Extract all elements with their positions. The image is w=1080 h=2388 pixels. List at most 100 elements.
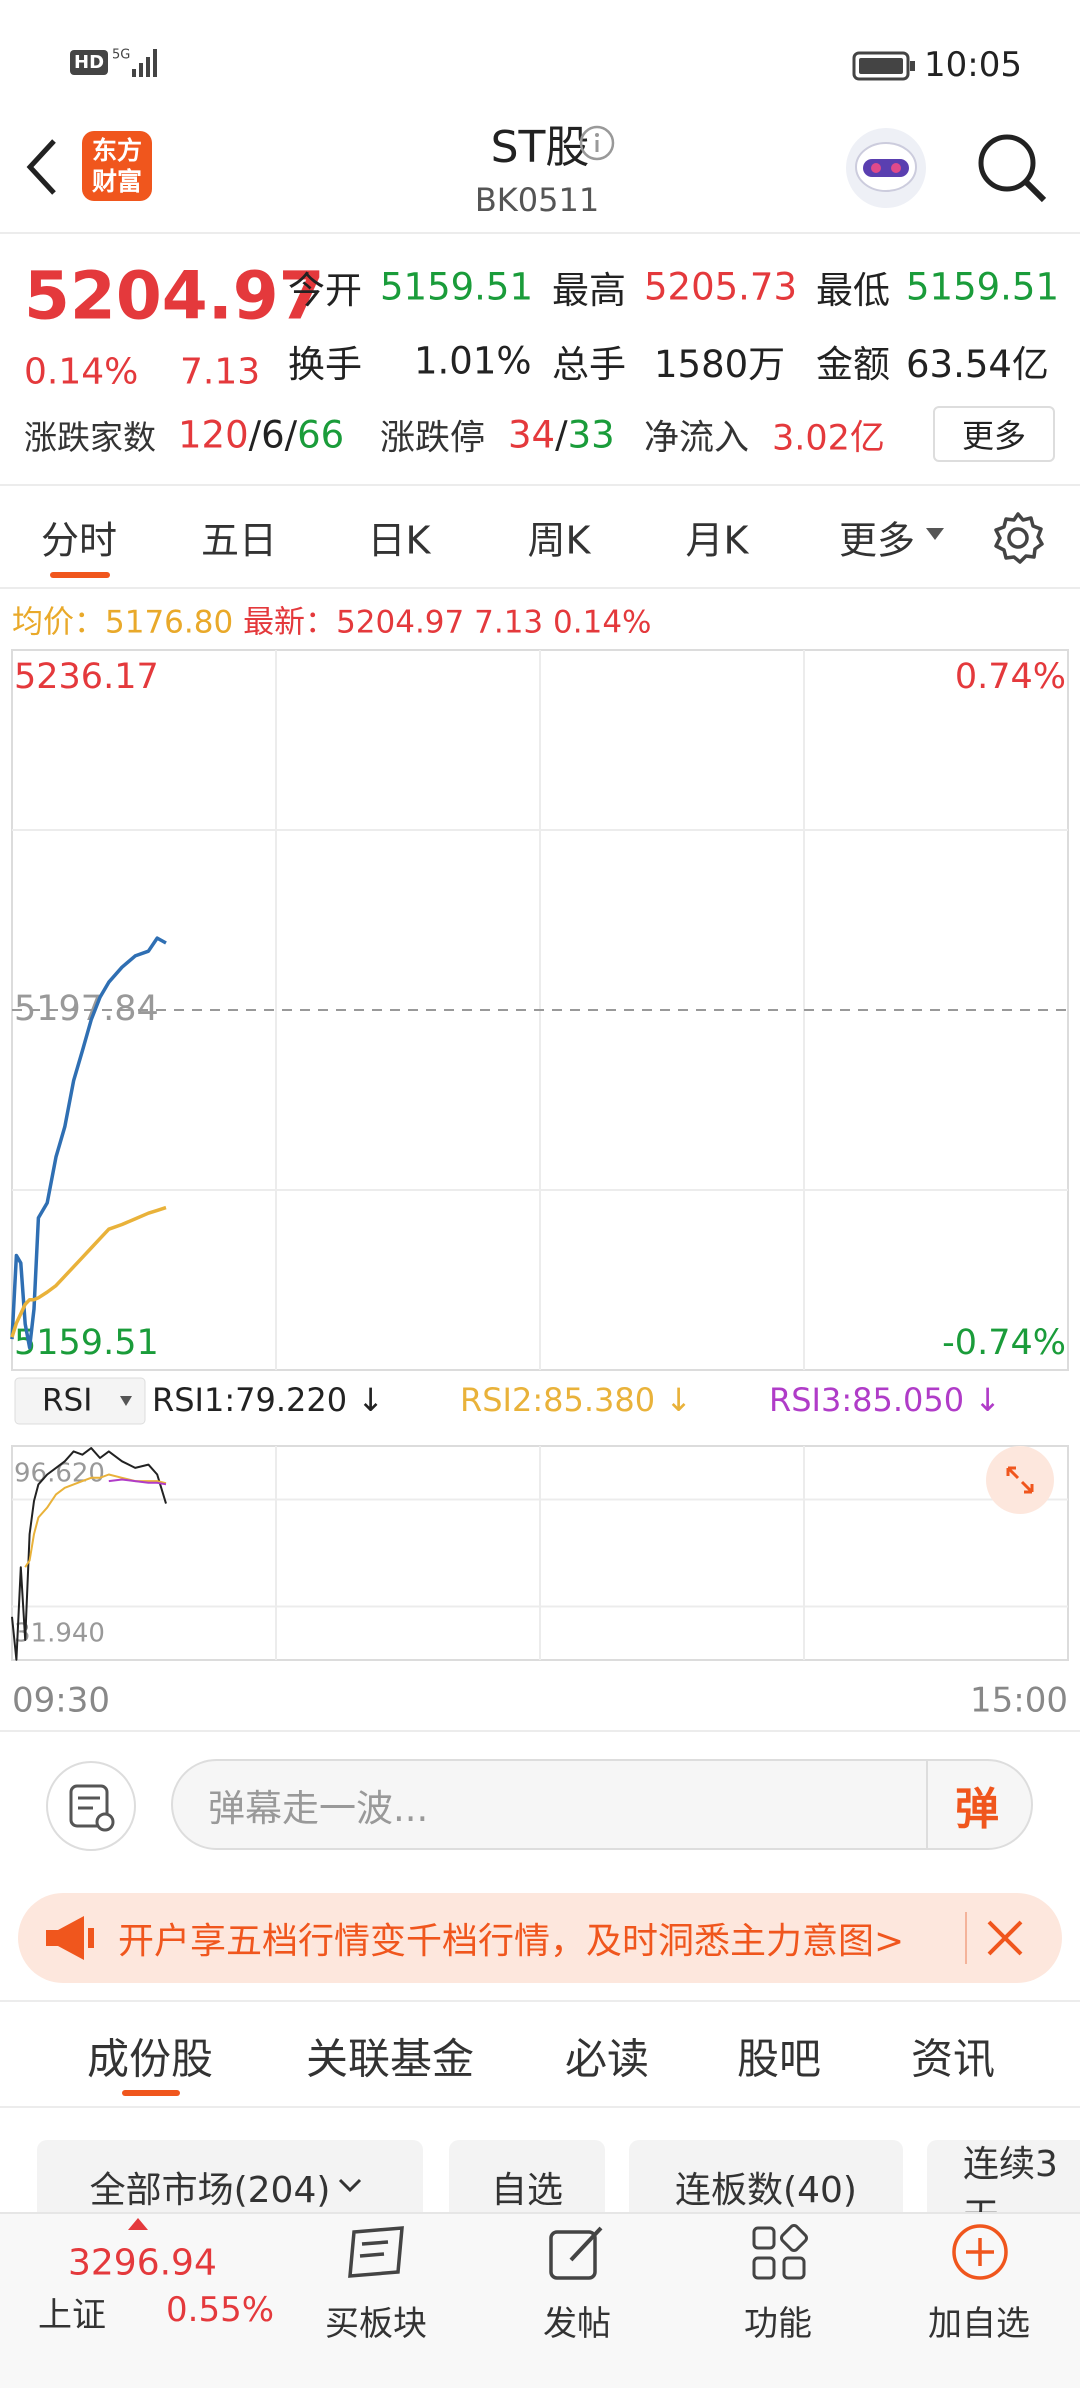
comment-input[interactable] — [171, 1759, 1033, 1850]
search-button[interactable] — [972, 128, 1052, 208]
legend-entry: RSI2:85.380 ↓ — [460, 1381, 692, 1419]
divider — [0, 2106, 1080, 2108]
stat-value: 5205.73 — [644, 265, 798, 309]
nav-item[interactable]: 发帖 — [543, 2304, 611, 2344]
hd-icon: HD — [70, 50, 109, 75]
comment-list-button[interactable] — [45, 1760, 137, 1852]
divider — [0, 587, 1080, 589]
tab-underline — [50, 572, 110, 578]
y2-tick-label: -0.74% — [942, 1323, 1066, 1363]
last-price: 5204.97 — [24, 257, 325, 335]
expand-button — [986, 1446, 1054, 1514]
dropdown-arrow — [926, 528, 944, 540]
app-logo[interactable]: 东方 财富 — [82, 131, 152, 201]
content-tab[interactable]: 成份股 — [86, 2034, 214, 2084]
index-price[interactable]: 3296.94 — [68, 2242, 217, 2284]
y-tick-label: 5197.84 — [14, 989, 159, 1029]
series-line — [108, 1478, 167, 1486]
change-percent: 0.14% — [24, 351, 139, 393]
settings-button[interactable] — [990, 510, 1046, 566]
danmaku-button[interactable]: 弹 — [955, 1784, 999, 1835]
series-line — [10, 1205, 167, 1338]
more-button[interactable]: 更多 — [933, 406, 1055, 462]
expand-icon — [1006, 1466, 1034, 1494]
period-tab[interactable]: 日K — [367, 518, 431, 563]
period-tab[interactable]: 分时 — [40, 518, 118, 563]
logo-text: 东方 — [91, 136, 142, 165]
limit-down: 33 — [567, 413, 615, 457]
board-code: BK0511 — [474, 181, 600, 219]
content-tab[interactable]: 股吧 — [736, 2034, 822, 2084]
nav-icon — [348, 2226, 404, 2278]
change-percent: 0.14% — [553, 604, 652, 641]
nav-item[interactable]: 功能 — [744, 2304, 812, 2344]
nav-icon — [752, 2224, 808, 2280]
inflow-value: 3.02亿 — [772, 418, 885, 459]
separator: / — [284, 413, 298, 457]
index-name[interactable]: 上证 — [38, 2295, 106, 2336]
y-tick-label: 5159.51 — [14, 1323, 159, 1363]
up-triangle — [128, 2218, 148, 2230]
period-tab[interactable]: 月K — [685, 518, 749, 563]
breadth-value: 120/6/66 — [178, 414, 344, 457]
divider — [0, 2000, 1080, 2002]
index-change[interactable]: 0.55% — [166, 2290, 275, 2330]
avg-value: 5176.80 — [105, 604, 234, 641]
change-amount: 7.13 — [474, 604, 544, 641]
stat-label: 总手 — [552, 343, 626, 386]
nav-item[interactable]: 买板块 — [325, 2304, 427, 2344]
back-button[interactable] — [22, 137, 62, 197]
stat-value: 5159.51 — [906, 265, 1060, 309]
nav-icon — [549, 2226, 603, 2280]
tab-underline — [122, 2090, 180, 2096]
chevron — [339, 2178, 362, 2193]
svg-text:5G: 5G — [112, 48, 130, 63]
divider — [0, 1730, 1080, 1732]
legend-entry: RSI1:79.220 ↓ — [152, 1381, 384, 1419]
separator — [965, 1912, 967, 1964]
separator: / — [555, 413, 568, 457]
stat-value: 1580万 — [654, 343, 786, 386]
content-tab[interactable]: 关联基金 — [305, 2034, 475, 2084]
stat-label: 今开 — [288, 269, 362, 312]
nav-icon — [952, 2224, 1008, 2280]
period-tab[interactable]: 周K — [527, 518, 591, 563]
divider — [0, 232, 1080, 234]
avg-label: 均价： — [12, 604, 105, 641]
change-amount: 7.13 — [180, 351, 261, 393]
battery-icon — [852, 51, 915, 81]
stat-label: 最高 — [552, 269, 626, 312]
promo-banner[interactable] — [18, 1893, 1062, 1983]
close-banner[interactable] — [985, 1918, 1025, 1958]
stat-label: 换手 — [288, 343, 362, 386]
megaphone-icon — [46, 1916, 94, 1960]
input-placeholder: 弹幕走一波... — [208, 1787, 429, 1830]
separator — [926, 1761, 928, 1848]
last-value: 5204.97 — [336, 604, 465, 641]
stat-value: 5159.51 — [380, 265, 534, 309]
legend-entry: RSI3:85.050 ↓ — [769, 1381, 1001, 1419]
intraday-chart: 5159.51 5197.84 5236.17 -0.74% 0.74% 09:30 15:… — [10, 649, 1069, 1721]
content-tab[interactable]: 必读 — [564, 2034, 650, 2084]
stat-label: 最低 — [816, 269, 890, 312]
nav-item[interactable]: 加自选 — [928, 2304, 1030, 2344]
separator: / — [248, 413, 262, 457]
series-line — [11, 1447, 167, 1661]
period-tab[interactable]: 更多 — [838, 518, 916, 563]
robot-avatar[interactable] — [843, 125, 929, 211]
y-tick-label: 96.620 — [14, 1459, 105, 1489]
info-icon[interactable] — [578, 124, 616, 162]
divider — [0, 484, 1080, 486]
limit-up: 34 — [508, 413, 556, 457]
stat-label: 金额 — [816, 343, 890, 386]
y2-tick-label: 0.74% — [955, 657, 1066, 697]
bottom-nav — [0, 2212, 1080, 2388]
content-tab[interactable]: 资讯 — [910, 2034, 996, 2084]
page-title: ST股 — [490, 122, 590, 173]
info-bar: 均价：5176.80 最新：5204.97 7.13 0.14% — [12, 597, 652, 642]
series-line — [10, 936, 167, 1350]
period-tab[interactable]: 五日 — [200, 518, 278, 563]
breadth-label: 涨跌家数 — [24, 418, 156, 457]
x-tick-label: 09:30 — [12, 1681, 110, 1721]
